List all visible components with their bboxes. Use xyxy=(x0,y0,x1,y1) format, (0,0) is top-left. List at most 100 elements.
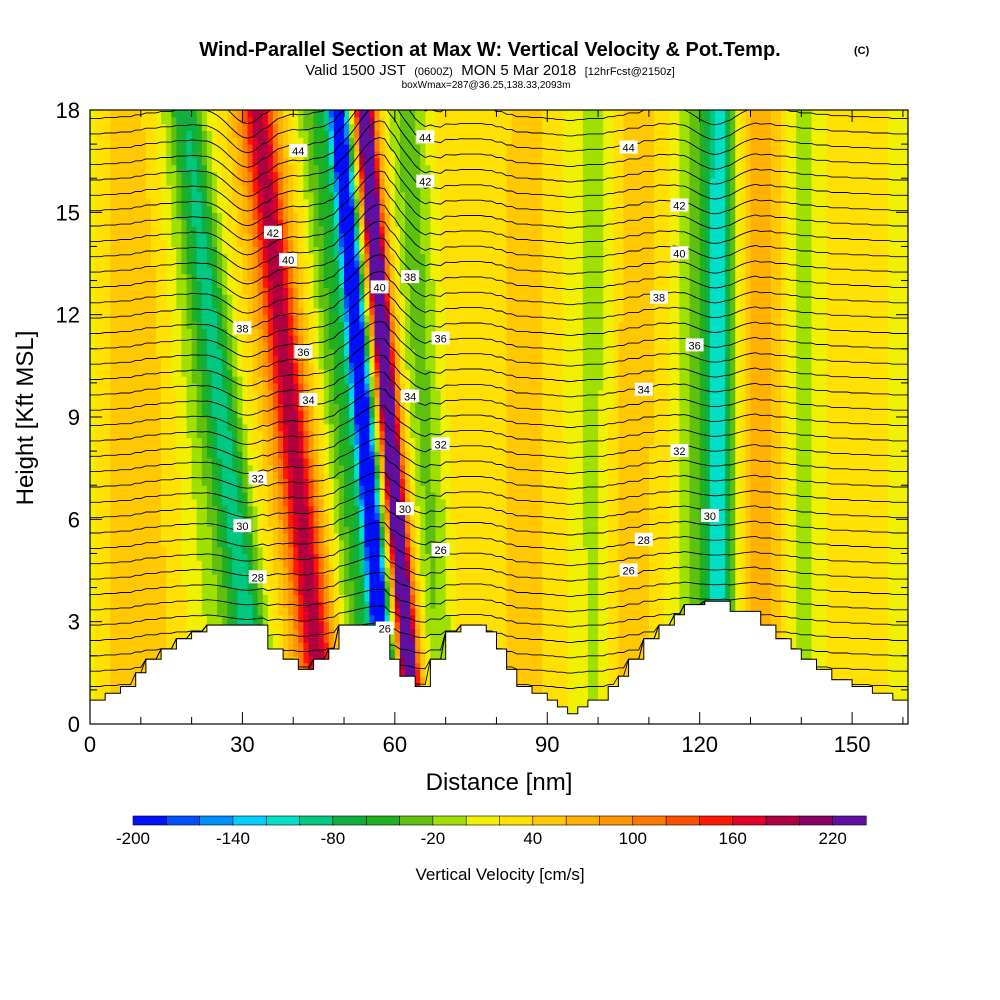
heatmap-cell xyxy=(852,614,858,623)
heatmap-cell xyxy=(897,546,904,555)
heatmap-cell xyxy=(379,546,386,555)
heatmap-cell xyxy=(547,546,553,555)
heatmap-cell xyxy=(577,689,584,698)
heatmap-cell xyxy=(440,512,447,520)
heatmap-cell xyxy=(415,614,421,623)
heatmap-cell xyxy=(247,608,254,616)
heatmap-cell xyxy=(709,553,716,561)
heatmap-cell xyxy=(247,587,254,595)
heatmap-cell xyxy=(552,594,559,602)
heatmap-cell xyxy=(201,621,208,630)
heatmap-cell xyxy=(852,642,858,650)
heatmap-cell xyxy=(511,608,518,616)
heatmap-cell xyxy=(359,594,365,602)
heatmap-cell xyxy=(587,676,594,684)
heatmap-cell xyxy=(562,635,569,643)
heatmap-cell xyxy=(679,526,686,534)
heatmap-cell xyxy=(389,519,396,527)
heatmap-cell xyxy=(328,642,335,650)
heatmap-cell xyxy=(867,580,874,589)
heatmap-cell xyxy=(704,532,711,541)
heatmap-cell xyxy=(542,676,548,684)
heatmap-cell xyxy=(293,621,299,630)
heatmap-cell xyxy=(892,580,899,589)
heatmap-cell xyxy=(664,539,670,548)
heatmap-cell xyxy=(638,553,645,561)
heatmap-cell xyxy=(100,573,106,582)
heatmap-cell xyxy=(638,648,645,657)
heatmap-cell xyxy=(806,642,813,650)
heatmap-cell xyxy=(506,546,513,555)
heatmap-cell xyxy=(338,594,345,602)
heatmap-cell xyxy=(847,628,853,636)
heatmap-cell xyxy=(399,655,406,664)
heatmap-cell xyxy=(247,512,254,520)
heatmap-cell xyxy=(450,532,457,541)
heatmap-cell xyxy=(415,560,421,568)
heatmap-cell xyxy=(618,669,625,677)
heatmap-cell xyxy=(374,526,381,534)
heatmap-cell xyxy=(664,608,670,616)
heatmap-cell xyxy=(389,635,396,643)
heatmap-cell xyxy=(826,608,833,616)
heatmap-cell xyxy=(374,608,381,616)
heatmap-cell xyxy=(130,676,137,684)
heatmap-cell xyxy=(181,573,188,582)
heatmap-cell xyxy=(95,532,101,541)
heatmap-cell xyxy=(618,642,625,650)
heatmap-cell xyxy=(847,573,853,582)
heatmap-cell xyxy=(425,628,432,636)
heatmap-cell xyxy=(242,512,249,520)
heatmap-cell xyxy=(110,642,116,650)
heatmap-cell xyxy=(821,608,828,616)
heatmap-cell xyxy=(598,567,604,575)
heatmap-cell xyxy=(532,553,538,561)
heatmap-cell xyxy=(603,662,609,671)
heatmap-cell xyxy=(872,676,879,684)
heatmap-cell xyxy=(730,601,736,609)
heatmap-cell xyxy=(780,614,787,623)
heatmap-cell xyxy=(140,635,147,643)
heatmap-cell xyxy=(150,560,157,568)
heatmap-cell xyxy=(283,621,289,630)
heatmap-cell xyxy=(831,560,838,568)
heatmap-cell xyxy=(841,560,848,568)
heatmap-cell xyxy=(135,628,142,636)
heatmap-cell xyxy=(450,560,457,568)
heatmap-cell xyxy=(653,621,660,630)
heatmap-cell xyxy=(455,553,462,561)
heatmap-cell xyxy=(806,553,813,561)
heatmap-cell xyxy=(562,683,569,691)
heatmap-cell xyxy=(272,614,279,623)
heatmap-cell xyxy=(821,601,828,609)
heatmap-cell xyxy=(222,512,228,520)
heatmap-cell xyxy=(232,539,238,548)
heatmap-cell xyxy=(283,614,289,623)
heatmap-cell xyxy=(608,669,614,677)
heatmap-cell xyxy=(389,567,396,575)
heatmap-cell xyxy=(328,553,335,561)
heatmap-cell xyxy=(171,546,177,555)
heatmap-cell xyxy=(130,621,137,630)
heatmap-cell xyxy=(862,519,868,527)
heatmap-cell xyxy=(130,601,137,609)
heatmap-cell xyxy=(709,546,716,555)
heatmap-cell xyxy=(379,587,386,595)
heatmap-cell xyxy=(598,608,604,616)
heatmap-cell xyxy=(638,642,645,650)
heatmap-cell xyxy=(298,608,304,616)
heatmap-cell xyxy=(354,539,360,548)
heatmap-cell xyxy=(506,642,513,650)
heatmap-cell xyxy=(816,608,823,616)
heatmap-cell xyxy=(318,539,325,548)
heatmap-cell xyxy=(857,628,863,636)
heatmap-cell xyxy=(364,601,371,609)
heatmap-cell xyxy=(125,546,132,555)
heatmap-cell xyxy=(328,594,335,602)
heatmap-cell xyxy=(115,539,122,548)
heatmap-cell xyxy=(257,512,264,520)
heatmap-cell xyxy=(577,676,584,684)
heatmap-cell xyxy=(445,614,452,623)
heatmap-cell xyxy=(95,539,101,548)
heatmap-cell xyxy=(471,519,477,527)
